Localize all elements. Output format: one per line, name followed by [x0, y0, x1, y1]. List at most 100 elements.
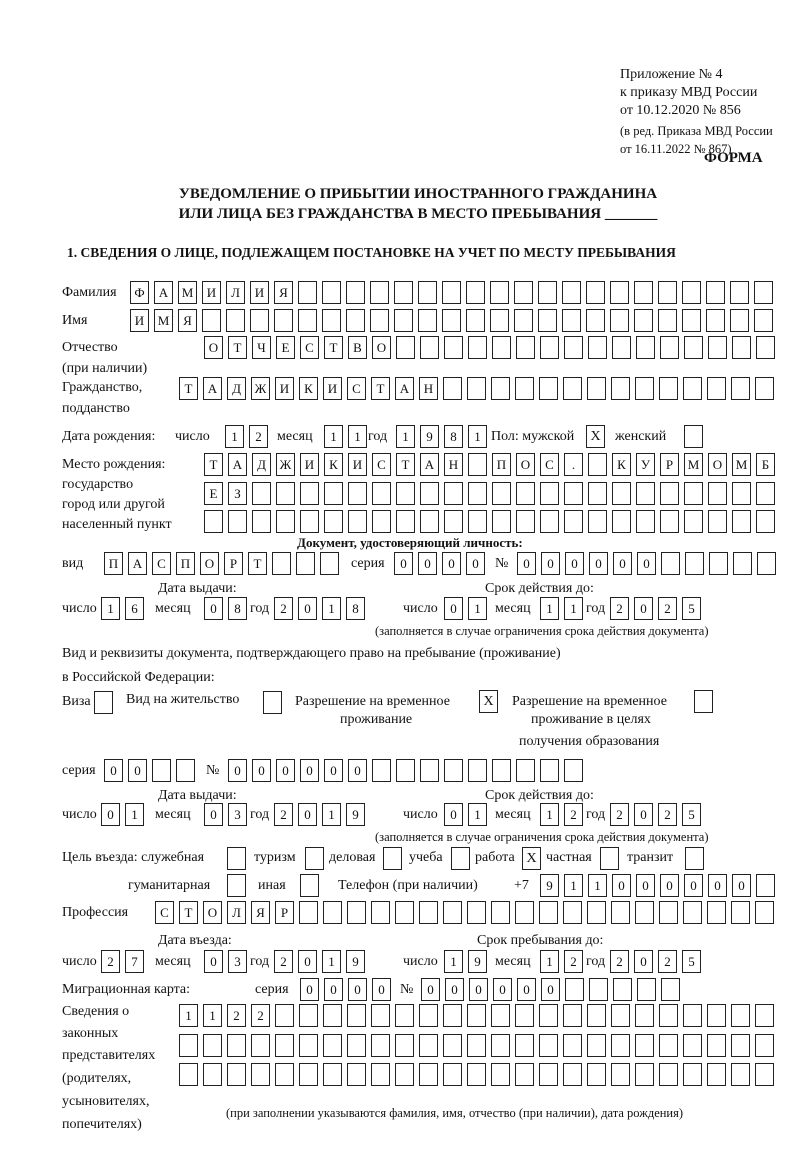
char-cell[interactable]: [563, 1063, 582, 1086]
char-cell[interactable]: 0: [634, 803, 653, 826]
char-cell[interactable]: [515, 1063, 534, 1086]
char-cell[interactable]: О: [200, 552, 219, 575]
char-cell[interactable]: 0: [708, 874, 727, 897]
char-cell[interactable]: [491, 1063, 510, 1086]
char-cell[interactable]: 0: [612, 874, 631, 897]
char-cell[interactable]: 9: [420, 425, 439, 448]
char-cell[interactable]: [179, 1034, 198, 1057]
char-cell[interactable]: [611, 1063, 630, 1086]
char-cell[interactable]: [514, 309, 533, 332]
char-cell[interactable]: 9: [540, 874, 559, 897]
char-cell[interactable]: 1: [588, 874, 607, 897]
char-cell[interactable]: [683, 1034, 702, 1057]
char-cell[interactable]: [466, 281, 485, 304]
char-cell[interactable]: [611, 1034, 630, 1057]
char-cell[interactable]: 2: [658, 597, 677, 620]
char-cell[interactable]: [322, 309, 341, 332]
char-cell[interactable]: 1: [101, 597, 120, 620]
char-cell[interactable]: [444, 759, 463, 782]
char-cell[interactable]: 2: [610, 950, 629, 973]
char-cell[interactable]: П: [492, 453, 511, 476]
char-cell[interactable]: [709, 552, 728, 575]
char-cell[interactable]: 0: [276, 759, 295, 782]
char-cell[interactable]: 0: [732, 874, 751, 897]
char-cell[interactable]: [754, 281, 773, 304]
char-cell[interactable]: [492, 336, 511, 359]
char-cell[interactable]: [731, 377, 750, 400]
purpose-humanitarian-checkbox[interactable]: [227, 874, 246, 897]
char-cell[interactable]: 0: [493, 978, 512, 1001]
char-cell[interactable]: [468, 453, 487, 476]
char-cell[interactable]: [444, 482, 463, 505]
char-cell[interactable]: [731, 901, 750, 924]
char-cell[interactable]: [660, 510, 679, 533]
char-cell[interactable]: [323, 1004, 342, 1027]
char-cell[interactable]: Р: [224, 552, 243, 575]
char-cell[interactable]: Б: [756, 453, 775, 476]
char-cell[interactable]: [251, 1063, 270, 1086]
char-cell[interactable]: [756, 874, 775, 897]
char-cell[interactable]: [443, 1063, 462, 1086]
char-cell[interactable]: [589, 978, 608, 1001]
char-cell[interactable]: И: [202, 281, 221, 304]
char-cell[interactable]: 1: [348, 425, 367, 448]
char-cell[interactable]: [756, 482, 775, 505]
char-cell[interactable]: [563, 377, 582, 400]
char-cell[interactable]: 0: [445, 978, 464, 1001]
char-cell[interactable]: [443, 1004, 462, 1027]
char-cell[interactable]: [730, 309, 749, 332]
char-cell[interactable]: У: [636, 453, 655, 476]
char-cell[interactable]: [394, 309, 413, 332]
char-cell[interactable]: [179, 1063, 198, 1086]
char-cell[interactable]: [371, 1034, 390, 1057]
char-cell[interactable]: 2: [251, 1004, 270, 1027]
char-cell[interactable]: 1: [322, 597, 341, 620]
char-cell[interactable]: [396, 482, 415, 505]
char-cell[interactable]: [564, 482, 583, 505]
char-cell[interactable]: [299, 1063, 318, 1086]
char-cell[interactable]: [755, 377, 774, 400]
char-cell[interactable]: М: [684, 453, 703, 476]
char-cell[interactable]: [371, 901, 390, 924]
char-cell[interactable]: 2: [249, 425, 268, 448]
char-cell[interactable]: [611, 1004, 630, 1027]
char-cell[interactable]: [540, 759, 559, 782]
char-cell[interactable]: [467, 1034, 486, 1057]
char-cell[interactable]: Т: [204, 453, 223, 476]
char-cell[interactable]: [732, 336, 751, 359]
char-cell[interactable]: К: [299, 377, 318, 400]
char-cell[interactable]: 0: [298, 803, 317, 826]
char-cell[interactable]: [683, 1063, 702, 1086]
char-cell[interactable]: [588, 482, 607, 505]
char-cell[interactable]: 0: [589, 552, 608, 575]
char-cell[interactable]: [586, 281, 605, 304]
char-cell[interactable]: Л: [226, 281, 245, 304]
char-cell[interactable]: [756, 510, 775, 533]
char-cell[interactable]: [204, 510, 223, 533]
char-cell[interactable]: С: [155, 901, 174, 924]
char-cell[interactable]: [708, 510, 727, 533]
char-cell[interactable]: [203, 1034, 222, 1057]
char-cell[interactable]: [682, 309, 701, 332]
representatives-row2[interactable]: [179, 1034, 779, 1057]
char-cell[interactable]: [564, 510, 583, 533]
char-cell[interactable]: [491, 1004, 510, 1027]
char-cell[interactable]: 0: [104, 759, 123, 782]
char-cell[interactable]: 0: [300, 978, 319, 1001]
char-cell[interactable]: 5: [682, 803, 701, 826]
char-cell[interactable]: [564, 336, 583, 359]
char-cell[interactable]: [538, 281, 557, 304]
purpose-study-checkbox[interactable]: [451, 847, 470, 870]
char-cell[interactable]: [370, 281, 389, 304]
char-cell[interactable]: [516, 336, 535, 359]
char-cell[interactable]: Н: [419, 377, 438, 400]
char-cell[interactable]: О: [516, 453, 535, 476]
char-cell[interactable]: [490, 309, 509, 332]
char-cell[interactable]: [707, 1034, 726, 1057]
char-cell[interactable]: [588, 336, 607, 359]
char-cell[interactable]: [708, 336, 727, 359]
